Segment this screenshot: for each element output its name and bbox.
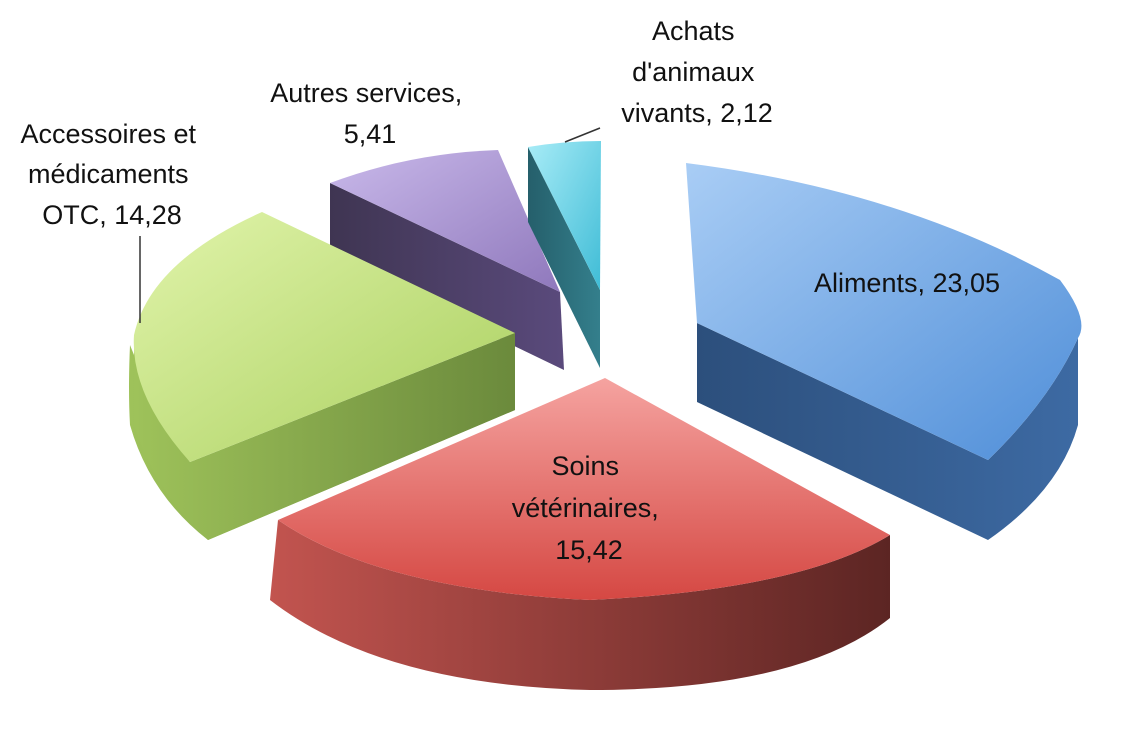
data-label-achats: Achats d'animaux vivants, 2,12 — [621, 16, 773, 128]
slice-soins-veterinaires — [270, 378, 890, 690]
data-label-achats-line-1: Achats — [652, 16, 735, 46]
data-label-autres-line-1: Autres services, — [270, 78, 462, 108]
slice-accessoires — [129, 212, 515, 540]
data-label-accessoires: Accessoires et médicaments OTC, 14,28 — [20, 119, 203, 230]
slice-achats-animaux-side — [528, 147, 600, 368]
slice-achats-animaux — [528, 141, 601, 368]
data-label-accessoires-line-2: médicaments — [28, 159, 189, 189]
slice-accessoires-front — [134, 333, 515, 540]
data-label-aliments: Aliments, 23,05 — [814, 268, 1000, 298]
data-label-autres-line-2: 5,41 — [344, 119, 397, 149]
data-label-soins: Soins vétérinaires, 15,42 — [512, 451, 667, 565]
slice-aliments — [686, 163, 1082, 540]
data-label-accessoires-line-3: OTC, 14,28 — [42, 200, 182, 230]
data-label-soins-line-2: vétérinaires, — [512, 493, 659, 523]
leader-line-achats — [564, 127, 601, 143]
slice-autres-services-side — [330, 183, 564, 370]
data-label-aliments-line-1: Aliments, 23,05 — [814, 268, 1000, 298]
data-label-accessoires-line-1: Accessoires et — [20, 119, 196, 149]
slice-autres-services — [330, 150, 564, 370]
data-label-soins-line-1: Soins — [551, 451, 619, 481]
slice-soins-veterinaires-side — [270, 520, 890, 690]
slice-accessoires-top — [133, 212, 515, 462]
data-label-soins-line-3: 15,42 — [555, 535, 623, 565]
slice-autres-services-top — [330, 150, 560, 292]
data-label-achats-line-2: d'animaux — [632, 57, 755, 87]
slice-aliments-top — [686, 163, 1082, 460]
slice-soins-veterinaires-top — [278, 378, 890, 600]
data-label-autres: Autres services, 5,41 — [270, 78, 470, 149]
slice-aliments-side — [697, 323, 1078, 540]
data-label-achats-line-3: vivants, 2,12 — [621, 98, 773, 128]
slice-achats-animaux-top — [528, 141, 601, 290]
